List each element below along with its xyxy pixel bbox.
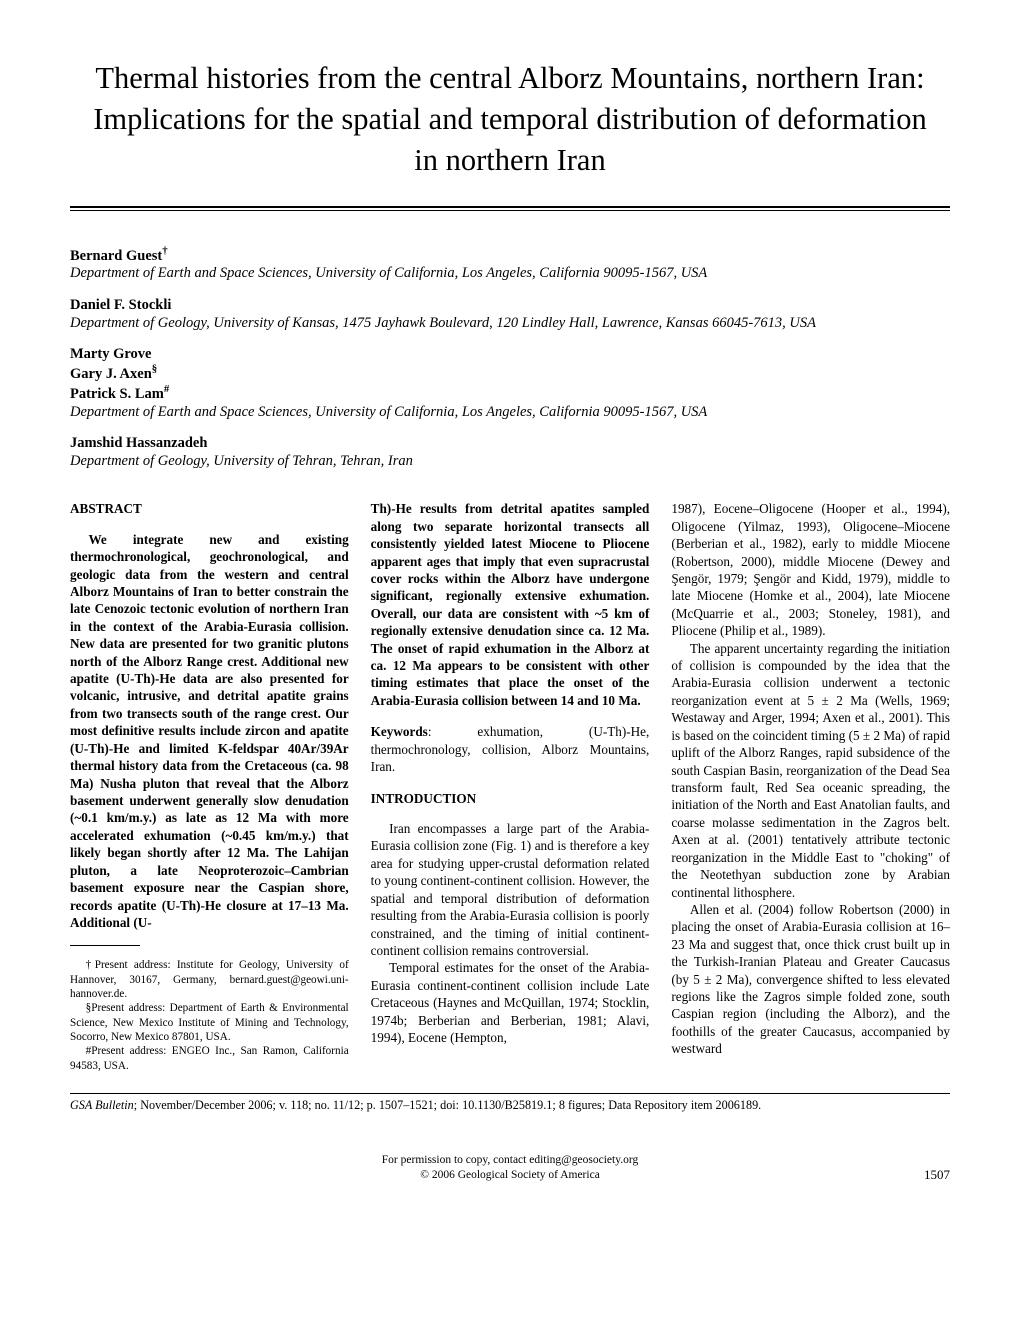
journal-name: GSA Bulletin: [70, 1098, 134, 1112]
footnotes: †Present address: Institute for Geology,…: [70, 958, 349, 1073]
footer: For permission to copy, contact editing@…: [70, 1153, 950, 1183]
author-affiliation: Department of Earth and Space Sciences, …: [70, 403, 950, 421]
page-number: 1507: [890, 1167, 950, 1183]
citation-line: GSA Bulletin; November/December 2006; v.…: [70, 1098, 950, 1113]
author-affiliation: Department of Geology, University of Kan…: [70, 314, 950, 332]
body-paragraph: Temporal estimates for the onset of the …: [371, 959, 650, 1046]
author-affiliation: Department of Geology, University of Teh…: [70, 452, 950, 470]
body-paragraph: Iran encompasses a large part of the Ara…: [371, 820, 650, 959]
keywords-label: Keywords: [371, 724, 428, 739]
body-paragraph: The apparent uncertainty regarding the i…: [671, 640, 950, 901]
author-name: Daniel F. Stockli: [70, 296, 950, 314]
author-block: Daniel F. Stockli Department of Geology,…: [70, 296, 950, 332]
author-name: Marty Grove: [70, 345, 950, 363]
footnote: †Present address: Institute for Geology,…: [70, 958, 349, 1001]
body-columns: ABSTRACT We integrate new and existing t…: [70, 500, 950, 1073]
footnote: #Present address: ENGEO Inc., San Ramon,…: [70, 1044, 349, 1073]
title-rule: [70, 206, 950, 211]
author-name: Bernard Guest†: [70, 245, 950, 265]
copyright-line: © 2006 Geological Society of America: [130, 1168, 890, 1183]
authors-section: Bernard Guest† Department of Earth and S…: [70, 245, 950, 471]
author-block: Marty Grove Gary J. Axen§ Patrick S. Lam…: [70, 345, 950, 421]
body-paragraph: Allen et al. (2004) follow Robertson (20…: [671, 901, 950, 1058]
author-block: Bernard Guest† Department of Earth and S…: [70, 245, 950, 283]
author-block: Jamshid Hassanzadeh Department of Geolog…: [70, 434, 950, 470]
abstract-paragraph: Th)-He results from detrital apatites sa…: [371, 500, 650, 709]
footnote-rule: [70, 945, 140, 946]
author-name: Jamshid Hassanzadeh: [70, 434, 950, 452]
body-paragraph: 1987), Eocene–Oligocene (Hooper et al., …: [671, 500, 950, 639]
author-name: Patrick S. Lam#: [70, 383, 950, 403]
author-affiliation: Department of Earth and Space Sciences, …: [70, 264, 950, 282]
introduction-heading: INTRODUCTION: [371, 790, 650, 807]
abstract-heading: ABSTRACT: [70, 500, 349, 517]
abstract-paragraph: We integrate new and existing thermochro…: [70, 531, 349, 932]
citation-details: ; November/December 2006; v. 118; no. 11…: [134, 1098, 761, 1112]
footer-center: For permission to copy, contact editing@…: [130, 1153, 890, 1183]
article-title: Thermal histories from the central Albor…: [70, 58, 950, 182]
footnote: §Present address: Department of Earth & …: [70, 1001, 349, 1044]
column-1: ABSTRACT We integrate new and existing t…: [70, 500, 349, 1073]
author-name: Gary J. Axen§: [70, 363, 950, 383]
column-2: Th)-He results from detrital apatites sa…: [371, 500, 650, 1073]
permissions-line: For permission to copy, contact editing@…: [130, 1153, 890, 1168]
citation-rule: [70, 1093, 950, 1094]
column-3: 1987), Eocene–Oligocene (Hooper et al., …: [671, 500, 950, 1073]
keywords: Keywords: exhumation, (U-Th)-He, thermoc…: [371, 723, 650, 775]
